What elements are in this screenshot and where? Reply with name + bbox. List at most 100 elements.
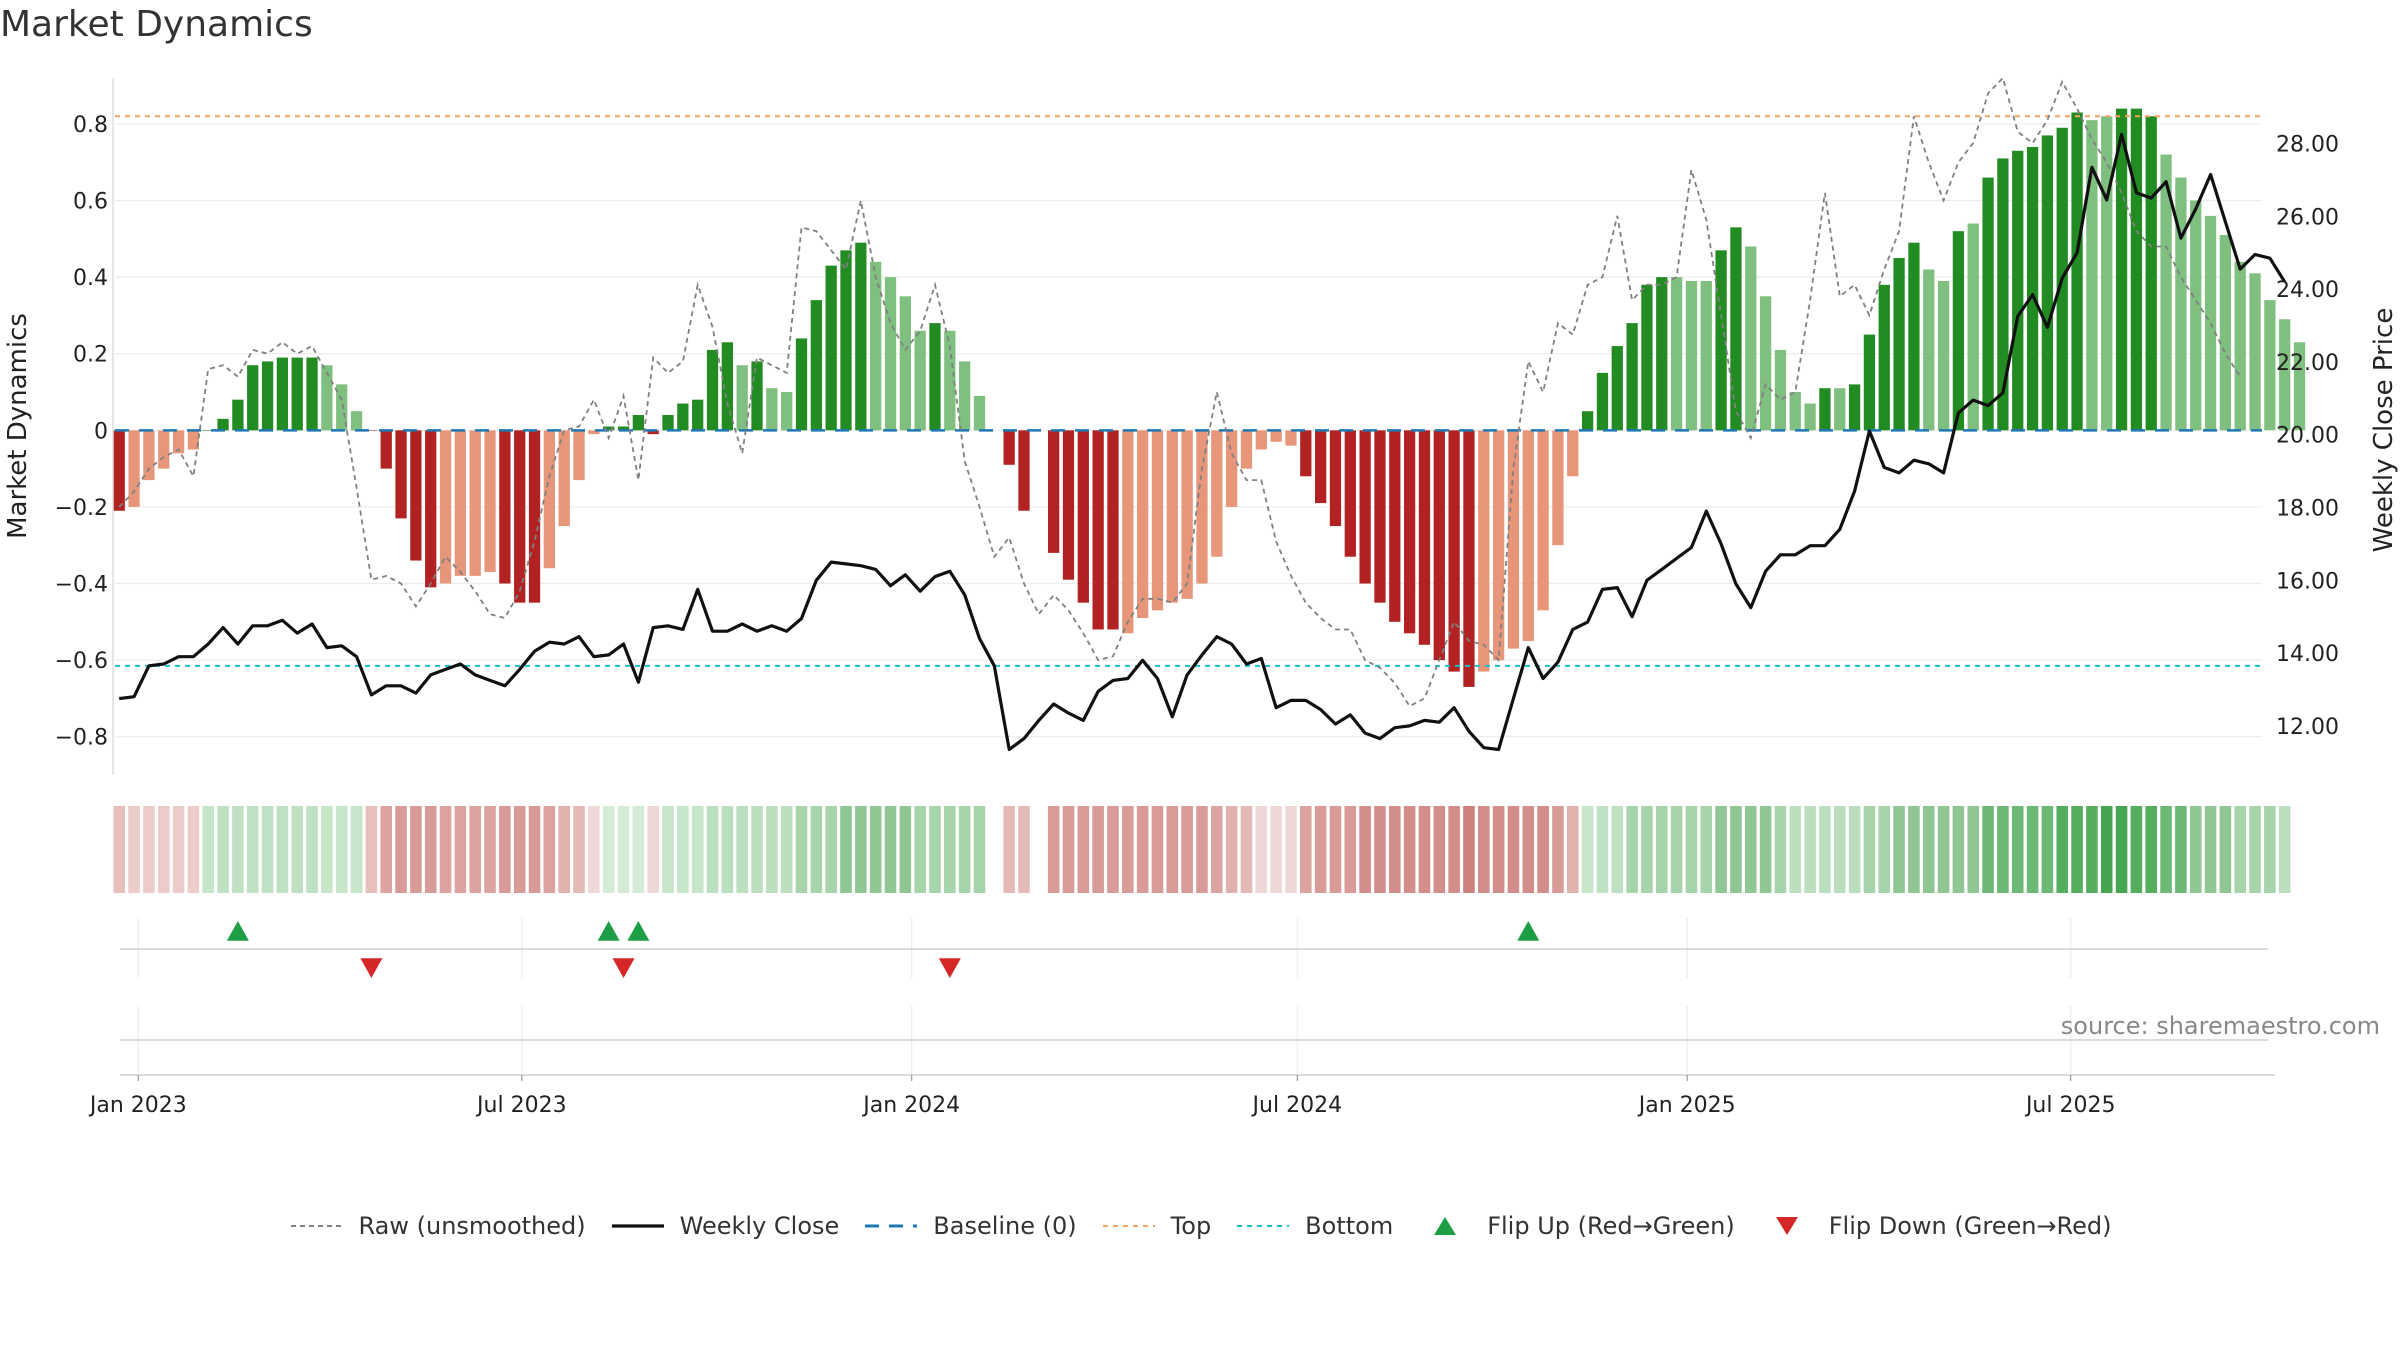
- regime-cell: [1937, 806, 1950, 893]
- regime-cell: [1700, 806, 1713, 893]
- regime-cell: [528, 806, 541, 893]
- y-tick-label: 0: [94, 419, 108, 444]
- dynamics-bar: [1834, 388, 1846, 431]
- dynamics-bar: [2086, 120, 2098, 431]
- regime-cell: [2264, 806, 2276, 893]
- legend-swatch-flip_up: [1434, 1217, 1457, 1235]
- legend-item-raw: Raw (unsmoothed): [289, 1212, 586, 1240]
- regime-cell: [973, 806, 986, 893]
- y2-tick-label: 18.00: [2276, 496, 2339, 521]
- dynamics-bar: [1418, 430, 1431, 645]
- regime-cell: [1982, 806, 1994, 893]
- raw-series-line: [118, 76, 2241, 708]
- regime-cell: [1077, 806, 1090, 893]
- dynamics-bar: [425, 430, 437, 588]
- legend-item-bottom: Bottom: [1235, 1212, 1393, 1240]
- regime-cell: [2026, 806, 2039, 893]
- dynamics-bar: [1403, 430, 1416, 634]
- regime-cell: [513, 806, 526, 893]
- regime-cell: [1403, 806, 1416, 893]
- series-lines: [115, 76, 2287, 752]
- regime-cell: [766, 806, 778, 893]
- dynamics-bar: [261, 361, 274, 431]
- dynamics-bar: [647, 430, 659, 435]
- regime-cell: [1848, 806, 1861, 893]
- regime-cell: [1581, 806, 1594, 893]
- dynamics-bar: [1433, 430, 1445, 661]
- chart-title: Market Dynamics: [0, 4, 313, 45]
- regime-cell: [1774, 806, 1787, 893]
- regime-cell: [795, 806, 808, 893]
- weekly-close-line: [118, 132, 2287, 752]
- y2-tick-label: 24.00: [2276, 278, 2339, 303]
- source-credit: source: sharemaestro.com: [2060, 1012, 2380, 1040]
- dynamics-bar: [380, 430, 392, 469]
- dynamics-bar: [291, 357, 303, 431]
- regime-cell: [1418, 806, 1431, 893]
- regime-cell: [1122, 806, 1134, 893]
- dynamics-bar: [1255, 430, 1267, 450]
- dynamics-bar: [1492, 430, 1505, 661]
- regime-cell: [1759, 806, 1772, 893]
- dynamics-bar: [1715, 250, 1727, 431]
- legend-swatch-bottom: [1237, 1225, 1290, 1227]
- regime-cell: [721, 806, 734, 893]
- regime-cell: [246, 806, 259, 893]
- regime-cell: [1433, 806, 1446, 893]
- dynamics-bar: [2026, 146, 2039, 431]
- dynamics-bars: [113, 108, 2306, 687]
- dynamics-bar: [617, 426, 630, 431]
- regime-cell: [187, 806, 200, 893]
- dynamics-bar: [1314, 430, 1327, 504]
- y2-tick-label: 16.00: [2276, 569, 2339, 594]
- dynamics-bar: [1596, 372, 1609, 431]
- legend-item-baseline: Baseline (0): [863, 1212, 1077, 1240]
- regime-cell: [380, 806, 392, 893]
- dynamics-bar: [2041, 135, 2054, 431]
- dynamics-bar: [128, 430, 140, 507]
- regime-cell: [1270, 806, 1282, 893]
- regime-cell: [736, 806, 748, 893]
- regime-cell: [617, 806, 630, 893]
- dynamics-bar: [1374, 430, 1386, 603]
- flip-up-marker: [226, 921, 249, 941]
- regime-cell: [1389, 806, 1401, 893]
- dynamics-bar: [1478, 430, 1490, 672]
- regime-cell: [1833, 806, 1846, 893]
- regime-cell: [1477, 806, 1490, 893]
- dynamics-bar: [276, 357, 289, 431]
- regime-cell: [454, 806, 467, 893]
- regime-cell: [2071, 806, 2083, 893]
- dynamics-bar: [2012, 150, 2024, 431]
- dynamics-bar: [1923, 269, 1935, 431]
- x-tick-label: Jul 2023: [475, 1093, 567, 1118]
- regime-cell: [2160, 806, 2172, 893]
- flip-up-marker: [1517, 921, 1540, 941]
- regime-cell: [1285, 806, 1297, 893]
- regime-cell: [884, 806, 897, 893]
- regime-cell: [1893, 806, 1905, 893]
- dynamics-bar: [706, 349, 719, 431]
- dynamics-bar: [2101, 116, 2113, 431]
- legend-label: Top: [1170, 1212, 1212, 1240]
- dynamics-bar: [1611, 346, 1623, 431]
- dynamics-bar: [350, 411, 363, 431]
- y-tick-label: −0.6: [55, 649, 108, 674]
- regime-cell: [1878, 806, 1891, 893]
- regime-cell: [810, 806, 823, 893]
- regime-cell: [1522, 806, 1535, 893]
- regime-cell: [543, 806, 556, 893]
- regime-cell: [335, 806, 348, 893]
- y2-tick-label: 22.00: [2276, 351, 2339, 376]
- regime-cell: [395, 806, 407, 893]
- regime-cell: [1359, 806, 1371, 893]
- dynamics-bar: [899, 296, 911, 431]
- dynamics-bar: [1759, 296, 1772, 431]
- regime-cell: [1107, 806, 1119, 893]
- dynamics-bar: [677, 403, 689, 431]
- regime-cell: [2234, 806, 2247, 893]
- regime-cell: [217, 806, 229, 893]
- dynamics-bar: [588, 430, 600, 435]
- dynamics-bar: [1982, 177, 1994, 431]
- legend-item-close: Weekly Close: [610, 1212, 839, 1240]
